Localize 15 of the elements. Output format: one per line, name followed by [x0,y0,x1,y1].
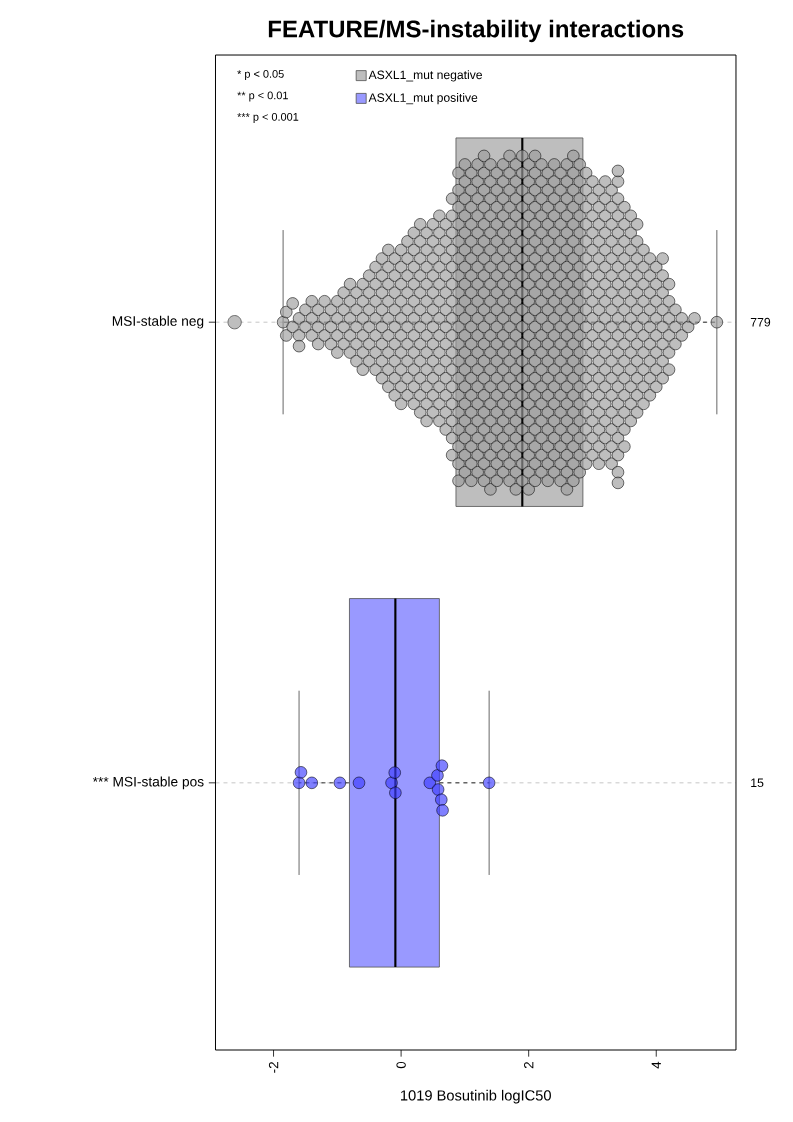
legend-label: ASXL1_mut positive [368,93,478,105]
legend-label: ASXL1_mut negative [368,70,482,82]
annotation: *** p < 0.001 [237,113,299,123]
x-tick-label: 0 [396,1061,406,1069]
x-axis-title: 1019 Bosutinib logIC50 [401,1089,551,1104]
x-tick-label: -2 [268,1062,279,1073]
x-tick-label: 4 [651,1061,661,1069]
y-tick-label: MSI-stable neg [112,315,204,329]
y-tick-label: *** MSI-stable pos [92,776,204,790]
y2-tick-label: 779 [750,317,771,327]
annotation: ** p < 0.01 [237,91,288,102]
x-tick-label: 2 [524,1062,534,1069]
annotation: * p < 0.05 [237,70,284,80]
y2-tick-label: 15 [751,778,764,788]
chart-title: FEATURE/MS-instability interactions [268,19,684,43]
